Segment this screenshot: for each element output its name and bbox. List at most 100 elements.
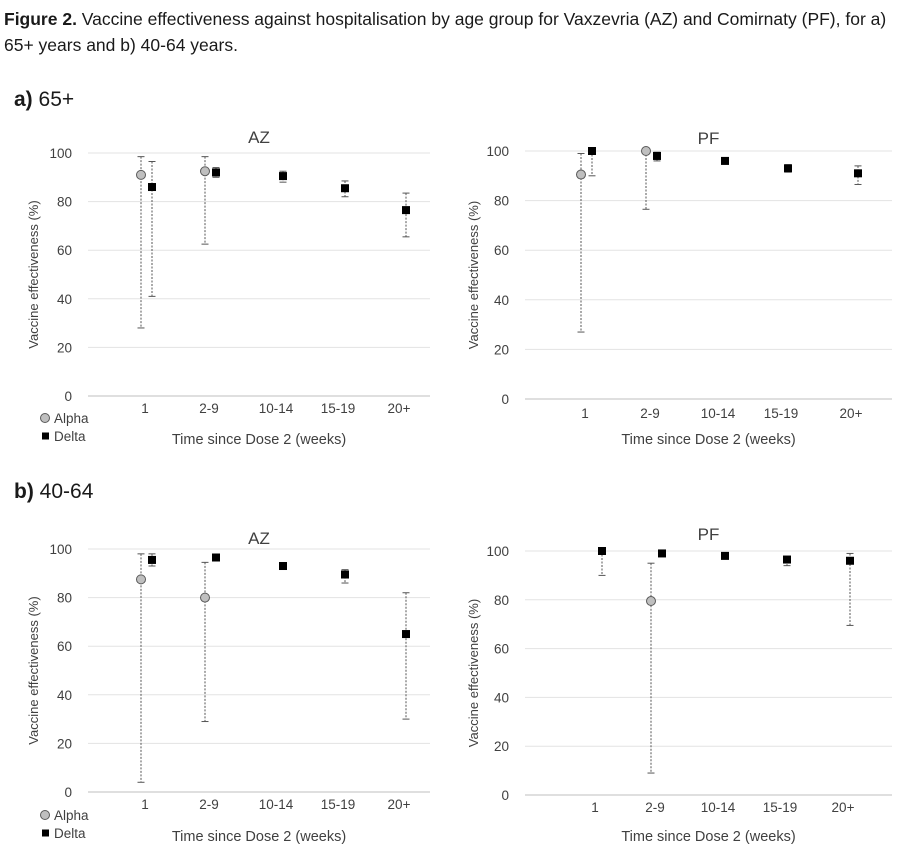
y-tick-label: 20	[494, 342, 509, 357]
x-tick-label: 20+	[840, 406, 863, 421]
y-tick-label: 40	[57, 688, 72, 703]
x-tick-label: 10-14	[259, 401, 294, 416]
x-tick-label: 15-19	[764, 406, 799, 421]
y-tick-label: 100	[486, 544, 509, 559]
legend-delta-label: Delta	[54, 429, 86, 444]
y-tick-label: 60	[57, 243, 72, 258]
chart-title: AZ	[248, 128, 270, 147]
legend-alpha-marker	[40, 810, 50, 820]
legend-alpha-label: Alpha	[54, 411, 89, 426]
delta-point	[721, 156, 729, 165]
legend-delta-marker	[42, 829, 49, 837]
y-axis-label: Vaccine effectiveness (%)	[466, 599, 481, 747]
x-tick-label: 2-9	[645, 800, 665, 815]
delta-point	[846, 556, 854, 565]
x-tick-label: 2-9	[199, 401, 219, 416]
y-tick-label: 40	[494, 690, 509, 705]
x-tick-label: 15-19	[321, 797, 356, 812]
alpha-point	[200, 166, 210, 177]
x-axis-label: Time since Dose 2 (weeks)	[621, 432, 795, 448]
delta-point	[598, 547, 606, 555]
alpha-point	[576, 169, 586, 180]
panel-age-a: 65+	[32, 88, 75, 111]
figure-caption-text: Vaccine effectiveness against hospitalis…	[4, 9, 887, 55]
y-tick-label: 80	[494, 194, 509, 209]
delta-point	[279, 172, 287, 181]
x-axis-label: Time since Dose 2 (weeks)	[172, 432, 346, 448]
y-tick-label: 40	[57, 292, 72, 307]
delta-point	[588, 147, 596, 155]
alpha-point	[136, 169, 146, 180]
panel-age-b: 40-64	[33, 480, 94, 503]
delta-point	[721, 551, 729, 560]
y-tick-label: 60	[494, 642, 509, 657]
x-tick-label: 1	[591, 800, 599, 815]
delta-point	[402, 630, 410, 639]
y-tick-label: 0	[64, 785, 72, 800]
x-tick-label: 15-19	[763, 800, 798, 815]
x-tick-label: 20+	[832, 800, 855, 815]
alpha-point	[200, 592, 210, 603]
y-tick-label: 60	[57, 639, 72, 654]
x-tick-label: 10-14	[701, 406, 736, 421]
delta-point	[653, 151, 661, 160]
y-axis-label: Vaccine effectiveness (%)	[466, 201, 481, 349]
y-tick-label: 80	[57, 195, 72, 210]
x-axis-label: Time since Dose 2 (weeks)	[621, 829, 795, 845]
y-tick-label: 0	[64, 389, 72, 404]
y-tick-label: 40	[494, 293, 509, 308]
legend-alpha-marker	[40, 413, 50, 423]
x-tick-label: 20+	[388, 401, 411, 416]
delta-point	[658, 549, 666, 558]
chart-title: AZ	[248, 529, 270, 548]
delta-point	[212, 553, 220, 562]
y-tick-label: 20	[57, 736, 72, 751]
legend-delta-label: Delta	[54, 826, 86, 841]
delta-point	[783, 555, 791, 564]
y-tick-label: 100	[486, 144, 509, 159]
x-tick-label: 2-9	[199, 797, 219, 812]
y-tick-label: 0	[501, 788, 509, 803]
y-tick-label: 100	[49, 146, 72, 161]
x-tick-label: 20+	[388, 797, 411, 812]
delta-point	[279, 562, 287, 571]
y-tick-label: 60	[494, 243, 509, 258]
y-tick-label: 100	[49, 542, 72, 557]
legend-delta-marker	[42, 432, 49, 440]
chart-title: PF	[698, 129, 720, 148]
y-tick-label: 20	[57, 340, 72, 355]
legend-alpha-label: Alpha	[54, 808, 89, 823]
x-tick-label: 2-9	[640, 406, 660, 421]
alpha-point	[646, 596, 656, 607]
alpha-point	[136, 574, 146, 585]
y-axis-label: Vaccine effectiveness (%)	[26, 200, 41, 348]
chart-title: PF	[698, 525, 720, 544]
figure-number: Figure 2.	[4, 9, 77, 29]
panel-label-a: a) 65+	[14, 88, 74, 112]
x-tick-label: 10-14	[259, 797, 294, 812]
delta-point	[854, 169, 862, 178]
figure-caption: Figure 2. Vaccine effectiveness against …	[4, 6, 908, 58]
panel-letter-a: a)	[14, 88, 33, 111]
delta-point	[341, 570, 349, 579]
x-tick-label: 1	[581, 406, 589, 421]
y-tick-label: 0	[501, 392, 509, 407]
delta-point	[148, 183, 156, 192]
x-tick-label: 15-19	[321, 401, 356, 416]
panel-label-b: b) 40-64	[14, 480, 93, 504]
delta-point	[212, 168, 220, 177]
delta-point	[341, 184, 349, 193]
y-tick-label: 80	[494, 593, 509, 608]
delta-point	[148, 555, 156, 564]
x-tick-label: 1	[141, 401, 149, 416]
x-tick-label: 1	[141, 797, 149, 812]
delta-point	[784, 164, 792, 173]
delta-point	[402, 206, 410, 215]
y-axis-label: Vaccine effectiveness (%)	[26, 596, 41, 744]
y-tick-label: 80	[57, 591, 72, 606]
panel-letter-b: b)	[14, 480, 34, 503]
